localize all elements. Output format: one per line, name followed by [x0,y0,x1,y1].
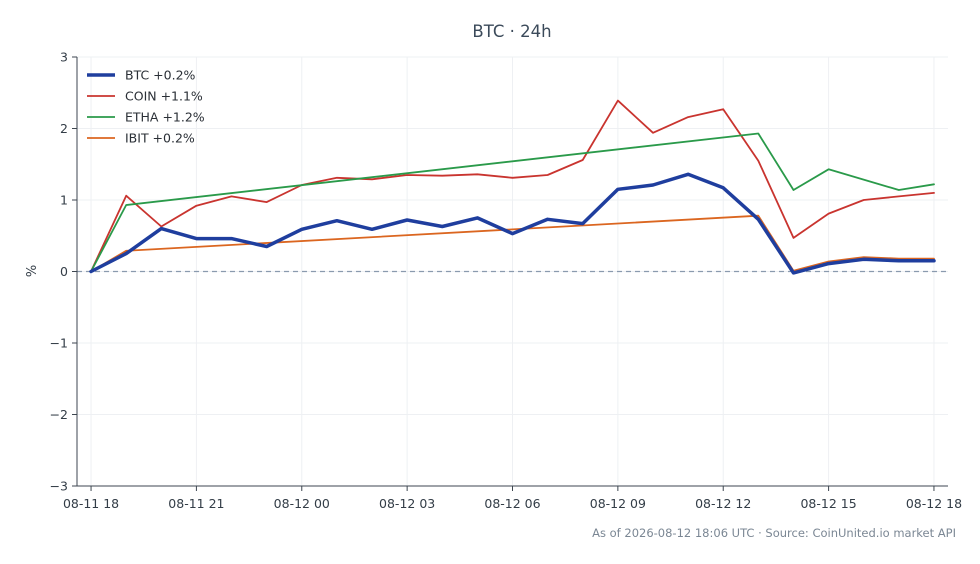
y-tick-label: −1 [50,336,68,351]
series [89,99,936,275]
x-tick-label: 08-12 18 [906,496,962,511]
y-tick-label: 0 [60,264,68,279]
y-tick-label: −3 [50,479,68,494]
x-axis-ticks: 08-11 18 08-11 21 08-12 00 08-12 03 08-12 06… [63,486,962,511]
chart-title: BTC · 24h [472,22,551,41]
legend-label: COIN +1.1% [125,89,203,104]
legend-label: ETHA +1.2% [125,110,205,125]
legend-label: IBIT +0.2% [125,131,195,146]
legend: BTC +0.2% COIN +1.1% ETHA +1.2% IBIT +0.2% [87,68,205,146]
x-tick-label: 08-12 15 [800,496,856,511]
x-tick-label: 08-12 03 [379,496,435,511]
x-tick-label: 08-12 12 [695,496,751,511]
legend-label: BTC +0.2% [125,68,196,83]
y-tick-label: 1 [60,193,68,208]
y-tick-label: −2 [50,407,68,422]
y-tick-label: 2 [60,121,68,136]
series-line-etha [90,132,935,273]
x-tick-label: 08-11 18 [63,496,119,511]
x-tick-label: 08-12 00 [274,496,330,511]
x-tick-label: 08-12 09 [590,496,646,511]
source-note: As of 2026-08-12 18:06 UTC · Source: Coi… [592,526,956,540]
series-line-coin [90,99,935,273]
series-line-btc [89,172,936,275]
x-tick-label: 08-11 21 [168,496,224,511]
y-axis-ticks: 3 2 1 0 −1 −2 −3 [50,50,77,494]
y-tick-label: 3 [60,50,68,65]
y-axis-label: % [25,265,40,277]
x-tick-label: 08-12 06 [484,496,540,511]
series-line-ibit [90,214,935,273]
